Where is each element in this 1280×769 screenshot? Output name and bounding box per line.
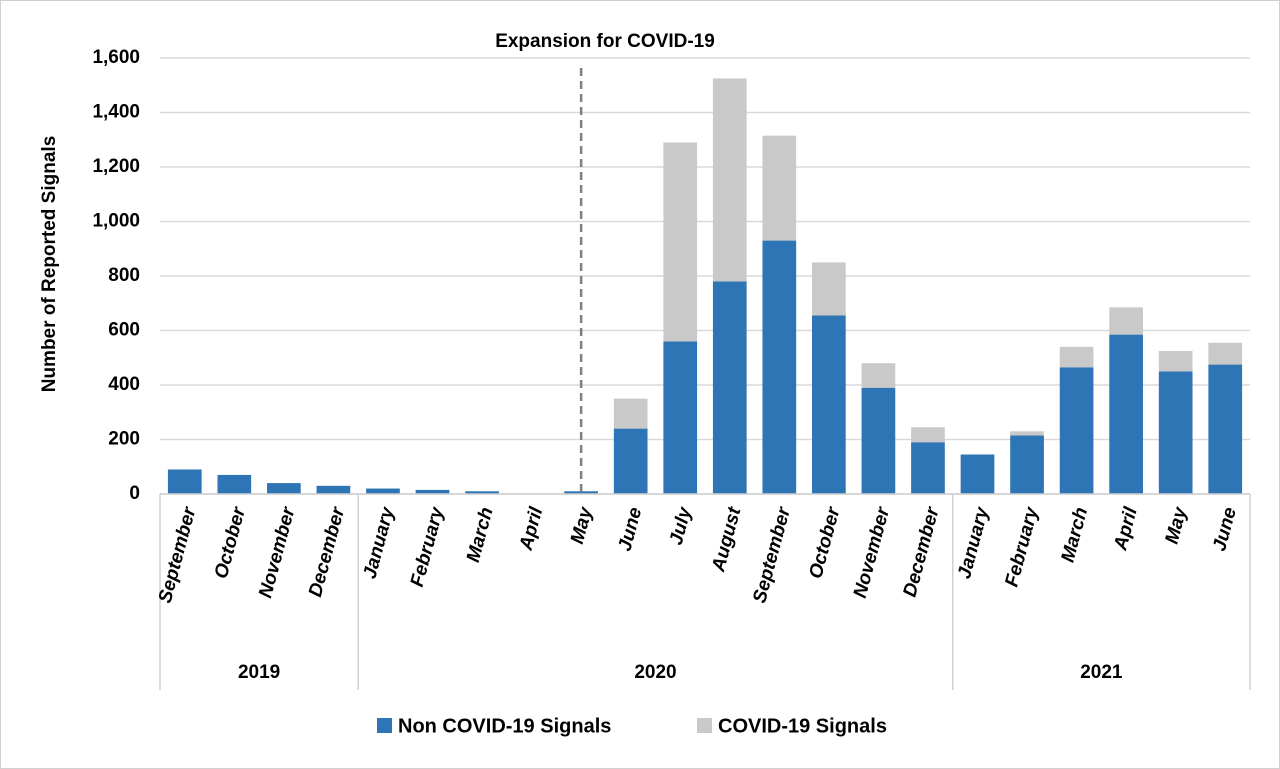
- bar-segment: [564, 491, 598, 494]
- bar-segment: [1059, 367, 1094, 494]
- bar-segment: [1208, 342, 1243, 365]
- bar-segment: [663, 142, 698, 342]
- y-tick-label: 200: [108, 429, 140, 450]
- year-label: 2019: [238, 662, 280, 683]
- bar-segment: [1158, 350, 1193, 372]
- bar-segment: [911, 442, 945, 494]
- bar-segment: [861, 363, 896, 388]
- y-tick-label: 1,600: [92, 47, 140, 68]
- bar-segment: [663, 341, 698, 494]
- y-tick-label: 1,200: [92, 156, 140, 177]
- bar-segment: [1208, 364, 1243, 494]
- annotation-text: Expansion for COVID-19: [495, 31, 715, 52]
- bar-segment: [465, 491, 499, 494]
- bar-segment: [167, 469, 202, 494]
- y-tick-label: 1,400: [92, 102, 140, 123]
- bar-segment: [1109, 307, 1143, 335]
- y-tick-label: 600: [108, 320, 140, 341]
- bar-segment: [613, 398, 648, 429]
- bar-segment: [613, 428, 648, 494]
- bar-segment: [1059, 346, 1094, 368]
- bar-segment: [415, 489, 450, 494]
- bar-segment: [1010, 435, 1044, 494]
- bar-segment: [861, 387, 896, 494]
- legend-label: Non COVID-19 Signals: [398, 715, 611, 737]
- bar-segment: [812, 315, 846, 494]
- bar-segment: [1158, 371, 1193, 494]
- bar-segment: [712, 281, 747, 494]
- y-tick-label: 1,000: [92, 211, 140, 232]
- bar-segment: [366, 488, 400, 494]
- bar-segment: [316, 485, 351, 494]
- bar-segment: [1109, 334, 1143, 494]
- year-label: 2021: [1080, 662, 1123, 683]
- bar-segment: [712, 78, 747, 282]
- y-axis-title: Number of Reported Signals: [39, 136, 60, 393]
- bar-segment: [267, 483, 301, 494]
- legend-swatch: [377, 718, 392, 733]
- year-label: 2020: [634, 662, 676, 683]
- bar-segment: [1010, 431, 1044, 436]
- bar-segment: [762, 240, 797, 494]
- bar-segment: [217, 474, 252, 494]
- y-tick-label: 0: [129, 483, 140, 504]
- y-tick-label: 800: [108, 265, 140, 286]
- legend-label: COVID-19 Signals: [718, 715, 887, 737]
- bar-segment: [762, 135, 797, 241]
- legend-swatch: [697, 718, 712, 733]
- bar-segment: [812, 262, 846, 316]
- y-tick-label: 400: [108, 374, 140, 395]
- bar-segment: [911, 427, 945, 443]
- bar-segment: [960, 454, 995, 494]
